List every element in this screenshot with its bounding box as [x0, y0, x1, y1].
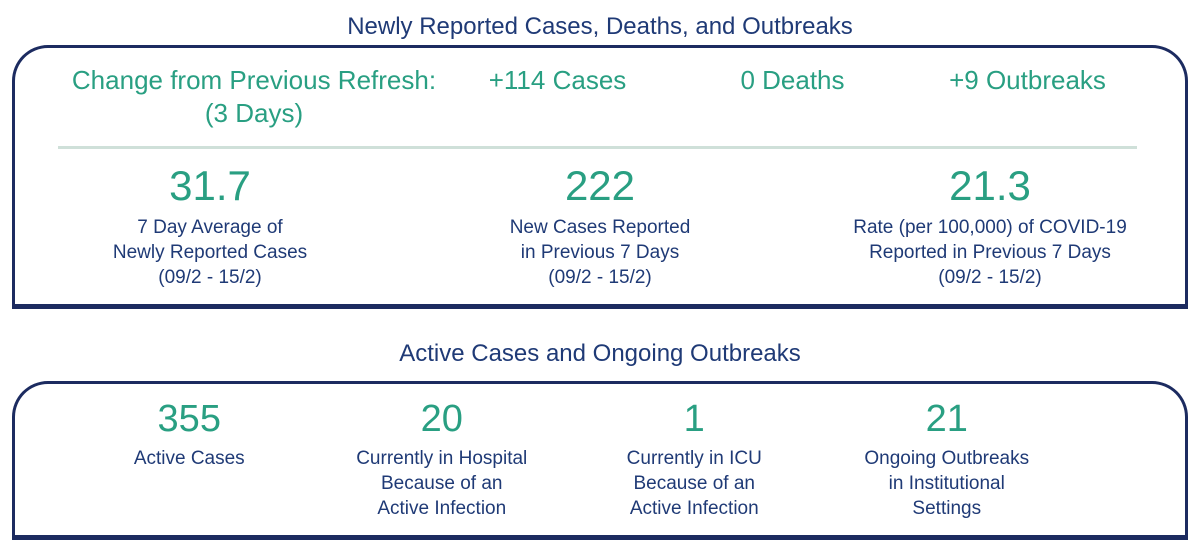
- stat-value: 355: [157, 398, 221, 440]
- stat-label: Active Cases: [133, 448, 245, 469]
- delta-cases: +114 Cases: [488, 65, 627, 95]
- stat-value: 20: [420, 398, 463, 440]
- newly-reported-stats-row: 31.7 7 Day Average of Newly Reported Cas…: [15, 149, 1185, 304]
- newly-reported-card: Change from Previous Refresh: (3 Days) +…: [12, 45, 1188, 309]
- active-cases-stats-row: 355 Active Cases 20 Currently in Hospita…: [15, 384, 1185, 535]
- stat-label: 7 Day Average of Newly Reported Cases (0…: [112, 217, 308, 288]
- stat-label: Currently in ICU Because of an Active In…: [626, 448, 762, 519]
- stat-value: 21: [925, 398, 968, 440]
- stat-active-cases: 355 Active Cases: [63, 392, 316, 471]
- delta-deaths: 0 Deaths: [740, 65, 845, 95]
- stat-label: Ongoing Outbreaks in Institutional Setti…: [864, 448, 1030, 519]
- stat-label: Rate (per 100,000) of COVID-19 Reported …: [853, 217, 1127, 288]
- active-cases-card: 355 Active Cases 20 Currently in Hospita…: [12, 381, 1188, 540]
- stat-new-cases-7days: 222 New Cases Reported in Previous 7 Day…: [405, 149, 795, 290]
- change-refresh-label: Change from Previous Refresh: (3 Days): [68, 64, 440, 130]
- change-from-previous-refresh-row: Change from Previous Refresh: (3 Days) +…: [15, 48, 1185, 130]
- change-refresh-label-line2: (3 Days): [204, 98, 304, 128]
- stat-value: 1: [683, 398, 705, 440]
- stat-value: 21.3: [949, 162, 1031, 209]
- stat-7day-average: 31.7 7 Day Average of Newly Reported Cas…: [15, 149, 405, 290]
- stat-value: 222: [564, 162, 636, 209]
- stat-in-hospital: 20 Currently in Hospital Because of an A…: [316, 392, 569, 521]
- stat-in-icu: 1 Currently in ICU Because of an Active …: [568, 392, 821, 521]
- stat-value: 31.7: [169, 162, 251, 209]
- delta-outbreaks: +9 Outbreaks: [949, 65, 1106, 95]
- stat-label: Currently in Hospital Because of an Acti…: [356, 448, 528, 519]
- card-divider: [58, 146, 1137, 149]
- change-deltas: +114 Cases 0 Deaths +9 Outbreaks: [440, 64, 1145, 97]
- stat-ongoing-outbreaks: 21 Ongoing Outbreaks in Institutional Se…: [821, 392, 1074, 521]
- stat-rate-per-100000: 21.3 Rate (per 100,000) of COVID-19 Repo…: [795, 149, 1185, 290]
- stat-label: New Cases Reported in Previous 7 Days (0…: [509, 217, 691, 288]
- change-refresh-label-line1: Change from Previous Refresh:: [71, 65, 437, 95]
- section-title-active-cases: Active Cases and Ongoing Outbreaks: [399, 340, 801, 367]
- section-title-newly-reported: Newly Reported Cases, Deaths, and Outbre…: [347, 13, 853, 40]
